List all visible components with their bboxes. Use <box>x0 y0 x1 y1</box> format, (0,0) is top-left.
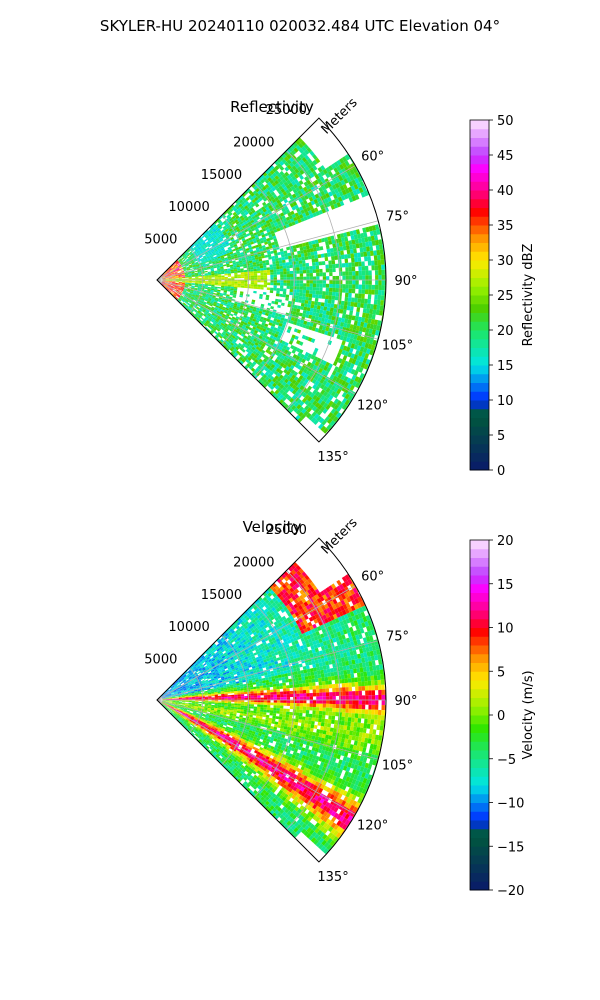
sector-outline <box>156 117 387 443</box>
colorbar-tick-label: 5 <box>497 665 505 680</box>
colorbar-tick-label: 5 <box>497 429 505 444</box>
azimuth-spoke <box>156 220 379 281</box>
colorbar-tick-label: 0 <box>497 709 505 724</box>
colorbar-tick-label: 20 <box>497 534 514 549</box>
azimuth-tick-label: 60° <box>361 570 384 585</box>
colorbar-tick-label: 10 <box>497 394 514 409</box>
colorbar-tick-label: 15 <box>497 578 514 593</box>
azimuth-tick-label: 135° <box>317 870 348 885</box>
azimuth-spoke <box>156 165 356 281</box>
colorbar-tick-label: 20 <box>497 324 514 339</box>
range-tick-label: 5000 <box>144 653 177 668</box>
range-tick-label: 25000 <box>266 103 307 118</box>
colorbar-tick-label: 15 <box>497 359 514 374</box>
azimuth-tick-label: 90° <box>394 694 417 709</box>
range-tick-label: 10000 <box>168 200 209 215</box>
azimuth-tick-label: 120° <box>357 399 388 414</box>
reflectivity-field <box>160 137 386 434</box>
range-tick-label: 5000 <box>144 233 177 248</box>
colorbar-tick-label: −10 <box>497 797 524 812</box>
colorbar: 0 5 10 15 20 25 30 35 40 45 50 Reflectivity dBZ <box>469 114 536 479</box>
colorbar-tick-label: −15 <box>497 840 524 855</box>
azimuth-spoke <box>156 699 379 760</box>
azimuth-tick-label: 105° <box>382 338 413 353</box>
range-tick-label: 15000 <box>201 168 242 183</box>
azimuth-tick-label: 90° <box>394 274 417 289</box>
range-axis-label: Meters <box>319 95 361 137</box>
colorbar-tick-label: 50 <box>497 114 514 129</box>
azimuth-spoke <box>156 279 356 395</box>
azimuth-tick-label: 105° <box>382 758 413 773</box>
panel-title: Reflectivity <box>230 98 314 116</box>
range-axis-label: Meters <box>319 515 361 557</box>
panel-title: Velocity <box>243 518 302 536</box>
colorbar-label: Reflectivity dBZ <box>521 244 536 347</box>
colorbar-tick-label: 45 <box>497 149 514 164</box>
colorbar-tick-label: −5 <box>497 753 516 768</box>
colorbar-tick-label: 0 <box>497 464 505 479</box>
reflectivity-panel: Reflectivity 5000 10000 15000 20000 25000 60° 7… <box>144 95 536 479</box>
azimuth-spoke <box>156 640 379 701</box>
colorbar: −20 −15 −10 −5 0 5 10 15 20 Velocity (m/s) <box>469 534 536 899</box>
velocity-field <box>160 561 386 855</box>
colorbar-label: Velocity (m/s) <box>521 670 536 759</box>
range-tick-label: 10000 <box>168 620 209 635</box>
azimuth-tick-label: 75° <box>386 210 409 225</box>
figure-title: SKYLER-HU 20240110 020032.484 UTC Elevat… <box>100 17 500 35</box>
azimuth-spoke <box>156 279 379 340</box>
colorbar-tick-label: 25 <box>497 289 514 304</box>
colorbar-tick-label: 30 <box>497 254 514 269</box>
colorbar-tick-label: 40 <box>497 184 514 199</box>
velocity-panel: Velocity 5000 10000 15000 20000 25000 60° 75° 90… <box>144 515 536 899</box>
azimuth-tick-label: 120° <box>357 819 388 834</box>
range-tick-label: 20000 <box>233 555 274 570</box>
colorbar-tick-label: 35 <box>497 219 514 234</box>
azimuth-spoke <box>156 585 356 701</box>
range-tick-label: 20000 <box>233 135 274 150</box>
colorbar-tick-label: −20 <box>497 884 524 899</box>
sector-outline <box>156 537 387 863</box>
range-tick-label: 25000 <box>266 523 307 538</box>
colorbar-tick-label: 10 <box>497 622 514 637</box>
range-tick-label: 15000 <box>201 588 242 603</box>
azimuth-tick-label: 135° <box>317 450 348 465</box>
azimuth-tick-label: 60° <box>361 150 384 165</box>
azimuth-tick-label: 75° <box>386 630 409 645</box>
azimuth-spoke <box>156 699 356 815</box>
